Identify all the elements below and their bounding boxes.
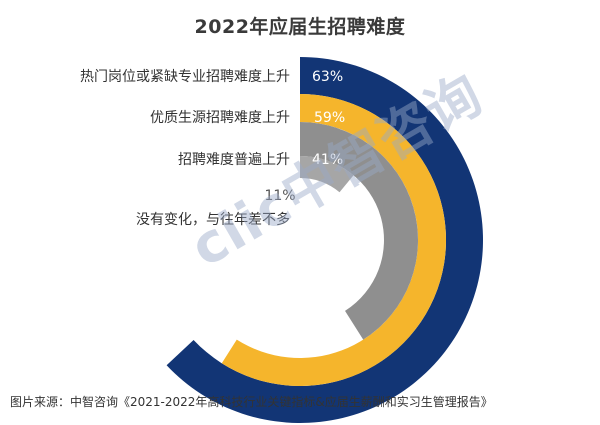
- chart-bars: [166, 57, 484, 423]
- value-label-2: 59%: [314, 110, 345, 126]
- category-label-2: 优质生源招聘难度上升: [150, 110, 290, 126]
- bar-4: [300, 156, 354, 193]
- bar-2: [221, 94, 447, 386]
- category-label-1: 热门岗位或紧缺专业招聘难度上升: [80, 69, 290, 85]
- category-labels: 热门岗位或紧缺专业招聘难度上升优质生源招聘难度上升招聘难度普遍上升没有变化，与往…: [80, 69, 290, 228]
- source-note: 图片来源：中智咨询《2021-2022年高科技行业关键指标&应届生薪酬和实习生管…: [10, 395, 493, 409]
- value-label-4: 11%: [264, 188, 295, 204]
- bar-3: [300, 122, 419, 340]
- value-label-3: 41%: [312, 152, 343, 168]
- chart-title: 2022年应届生招聘难度: [194, 16, 406, 38]
- category-label-4: 没有变化，与往年差不多: [136, 211, 290, 228]
- bar-1: [166, 57, 484, 423]
- value-label-1: 63%: [312, 69, 343, 85]
- category-label-3: 招聘难度普遍上升: [178, 152, 290, 168]
- value-labels: 63% 59% 41% 11%: [264, 69, 345, 204]
